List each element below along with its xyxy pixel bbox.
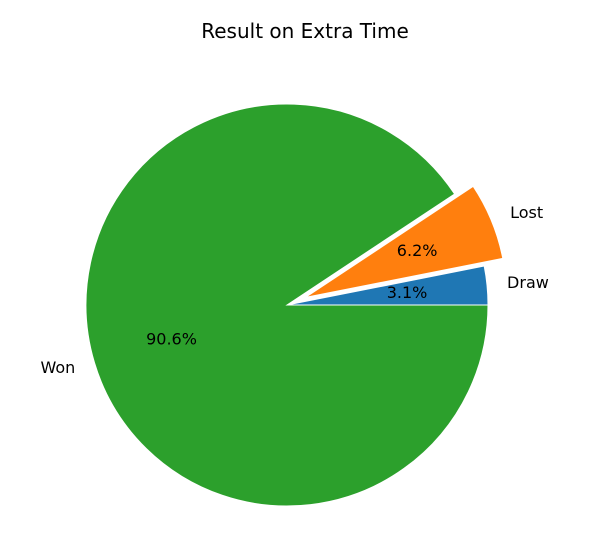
pie-slice-won (85, 103, 489, 507)
slice-label-won: Won (40, 358, 75, 377)
slice-percent-lost: 6.2% (397, 241, 438, 260)
labels-layer: Draw 3.1% Lost 6.2% Won 90.6% (40, 203, 548, 377)
slices-layer (85, 103, 504, 507)
slice-percent-won: 90.6% (146, 329, 197, 348)
slice-label-draw: Draw (507, 273, 549, 292)
pie-slice-lost (305, 185, 504, 298)
chart-title: Result on Extra Time (201, 19, 409, 43)
slice-label-lost: Lost (510, 203, 543, 222)
slice-percent-draw: 3.1% (387, 283, 428, 302)
